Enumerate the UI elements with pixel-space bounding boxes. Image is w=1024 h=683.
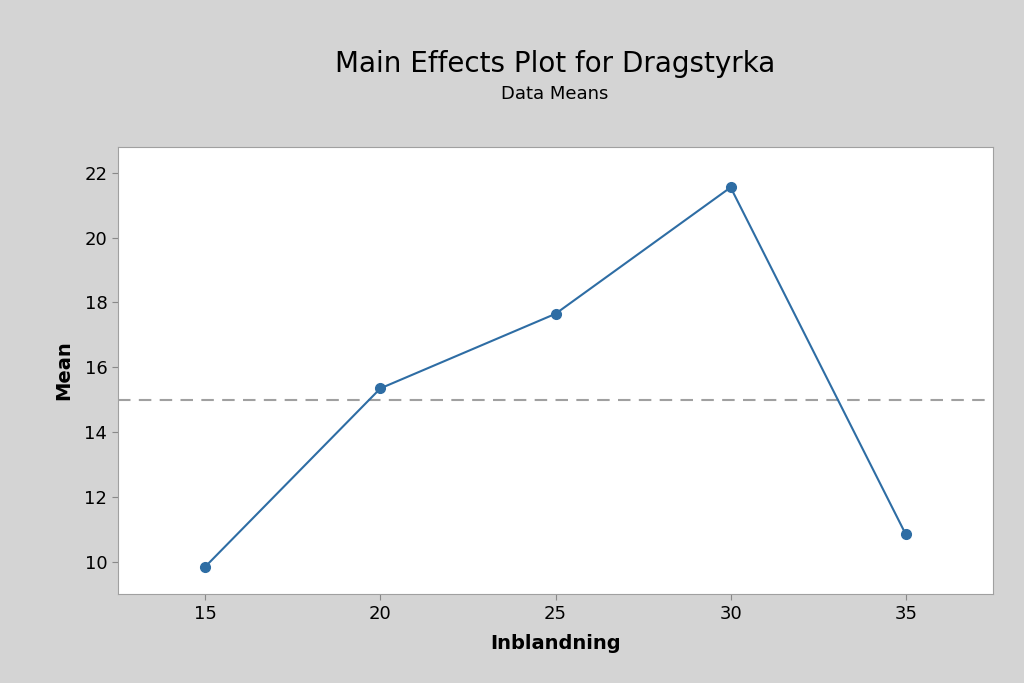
Text: Data Means: Data Means: [502, 85, 608, 102]
Y-axis label: Mean: Mean: [54, 341, 74, 400]
X-axis label: Inblandning: Inblandning: [490, 634, 621, 653]
Text: Main Effects Plot for Dragstyrka: Main Effects Plot for Dragstyrka: [335, 51, 775, 78]
